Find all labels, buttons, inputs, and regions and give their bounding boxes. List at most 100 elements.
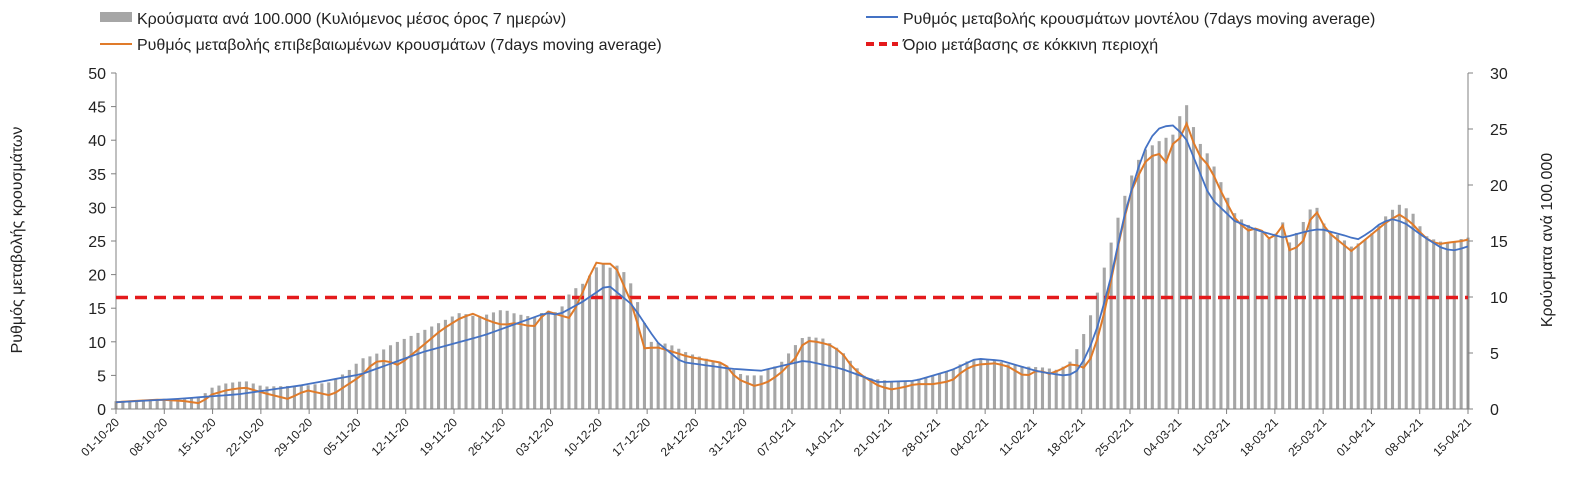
bar	[292, 385, 296, 409]
bar	[1157, 141, 1161, 409]
bar	[272, 386, 276, 409]
y-tick-label-right: 15	[1490, 234, 1508, 251]
bar	[1212, 166, 1216, 409]
legend-label-confirmed: Ρυθμός μεταβολής επιβεβαιωμένων κρουσμάτ…	[137, 37, 662, 54]
y-tick-label-right: 25	[1490, 122, 1508, 139]
bar	[388, 345, 393, 409]
bar	[965, 361, 969, 409]
bar	[1143, 149, 1147, 410]
bar	[588, 275, 592, 409]
y-tick-label-left: 45	[88, 100, 106, 117]
bar	[423, 329, 427, 409]
bar	[1040, 367, 1045, 409]
bar	[793, 345, 797, 409]
bar	[162, 398, 166, 409]
bar	[1459, 239, 1463, 409]
bar	[656, 342, 660, 409]
y-tick-label-left: 0	[97, 402, 106, 419]
bar	[1233, 213, 1237, 409]
x-tick-label: 08-04-21	[1382, 415, 1426, 459]
bar	[889, 381, 894, 409]
bar	[286, 385, 290, 409]
bar	[903, 381, 907, 409]
bar	[155, 399, 159, 409]
bar	[299, 385, 303, 409]
x-tick-label: 10-12-20	[561, 415, 605, 459]
bar	[1047, 368, 1051, 409]
bar	[1363, 239, 1367, 409]
bar	[704, 358, 708, 409]
x-tick-label: 04-02-21	[947, 415, 991, 459]
y-tick-label-left: 40	[88, 133, 106, 150]
bar	[1445, 242, 1449, 409]
x-tick-label: 15-04-21	[1430, 415, 1474, 459]
bar	[1418, 226, 1422, 409]
bar	[1178, 116, 1182, 410]
bar	[931, 375, 935, 409]
bar	[745, 375, 749, 409]
bar	[1137, 159, 1141, 409]
x-tick-label: 07-01-21	[754, 415, 798, 459]
bar	[1432, 239, 1436, 409]
bar	[1349, 246, 1353, 409]
bar	[244, 381, 248, 409]
bar	[258, 385, 262, 409]
bar	[848, 360, 852, 409]
bar	[505, 310, 509, 409]
bar	[759, 375, 763, 409]
x-tick-label: 11-03-21	[1189, 415, 1232, 458]
bar	[1411, 213, 1415, 409]
bar	[1390, 209, 1395, 409]
bar	[1088, 315, 1093, 409]
bar	[1336, 234, 1340, 409]
y-tick-label-right: 20	[1490, 178, 1508, 195]
bar	[992, 359, 996, 409]
bar	[636, 302, 640, 409]
axes-layer: 0 5 10 15 20 25 30 35 40 45 50 0 5 10 15 20 25 30 01-10-20…	[78, 66, 1508, 459]
bar	[183, 398, 187, 409]
bar	[1226, 197, 1230, 409]
bar	[203, 393, 207, 409]
bar	[869, 378, 873, 409]
bar	[896, 381, 900, 409]
bar	[1095, 292, 1099, 409]
x-tick-label: 14-01-21	[803, 415, 847, 459]
x-tick-label: 12-11-20	[369, 415, 412, 458]
bar	[457, 313, 461, 409]
legend-swatch-bars	[100, 12, 132, 22]
bar	[340, 374, 345, 409]
bar	[251, 383, 255, 409]
x-tick-label: 19-11-20	[417, 415, 460, 458]
bar	[1404, 208, 1408, 409]
bar	[416, 332, 420, 409]
bar	[1171, 134, 1175, 409]
bar	[876, 379, 880, 409]
bar	[862, 375, 866, 409]
model-rate-line	[115, 124, 1469, 404]
bar	[684, 352, 688, 409]
bar	[141, 399, 145, 409]
legend-label-threshold: Όριο μετάβασης σε κόκκινη περιοχή	[902, 37, 1158, 54]
bar	[409, 335, 413, 409]
bar	[553, 312, 557, 409]
bar	[1191, 127, 1196, 409]
bar	[176, 398, 180, 409]
bar	[1075, 349, 1079, 409]
bar	[574, 288, 578, 409]
y-axis-right-title: Κρούσματα ανά 100.000	[1539, 153, 1556, 327]
bar	[1205, 153, 1209, 409]
bar	[1130, 175, 1134, 409]
bar	[1109, 242, 1113, 409]
bar	[210, 387, 214, 409]
x-tick-label: 01-04-21	[1334, 415, 1378, 459]
bar	[725, 365, 729, 409]
bar	[958, 364, 962, 409]
bar	[471, 315, 475, 409]
bar	[546, 310, 550, 409]
bar	[450, 316, 454, 409]
bar	[1384, 216, 1388, 409]
bar	[491, 312, 496, 409]
bar	[938, 373, 942, 409]
bar	[224, 383, 228, 409]
